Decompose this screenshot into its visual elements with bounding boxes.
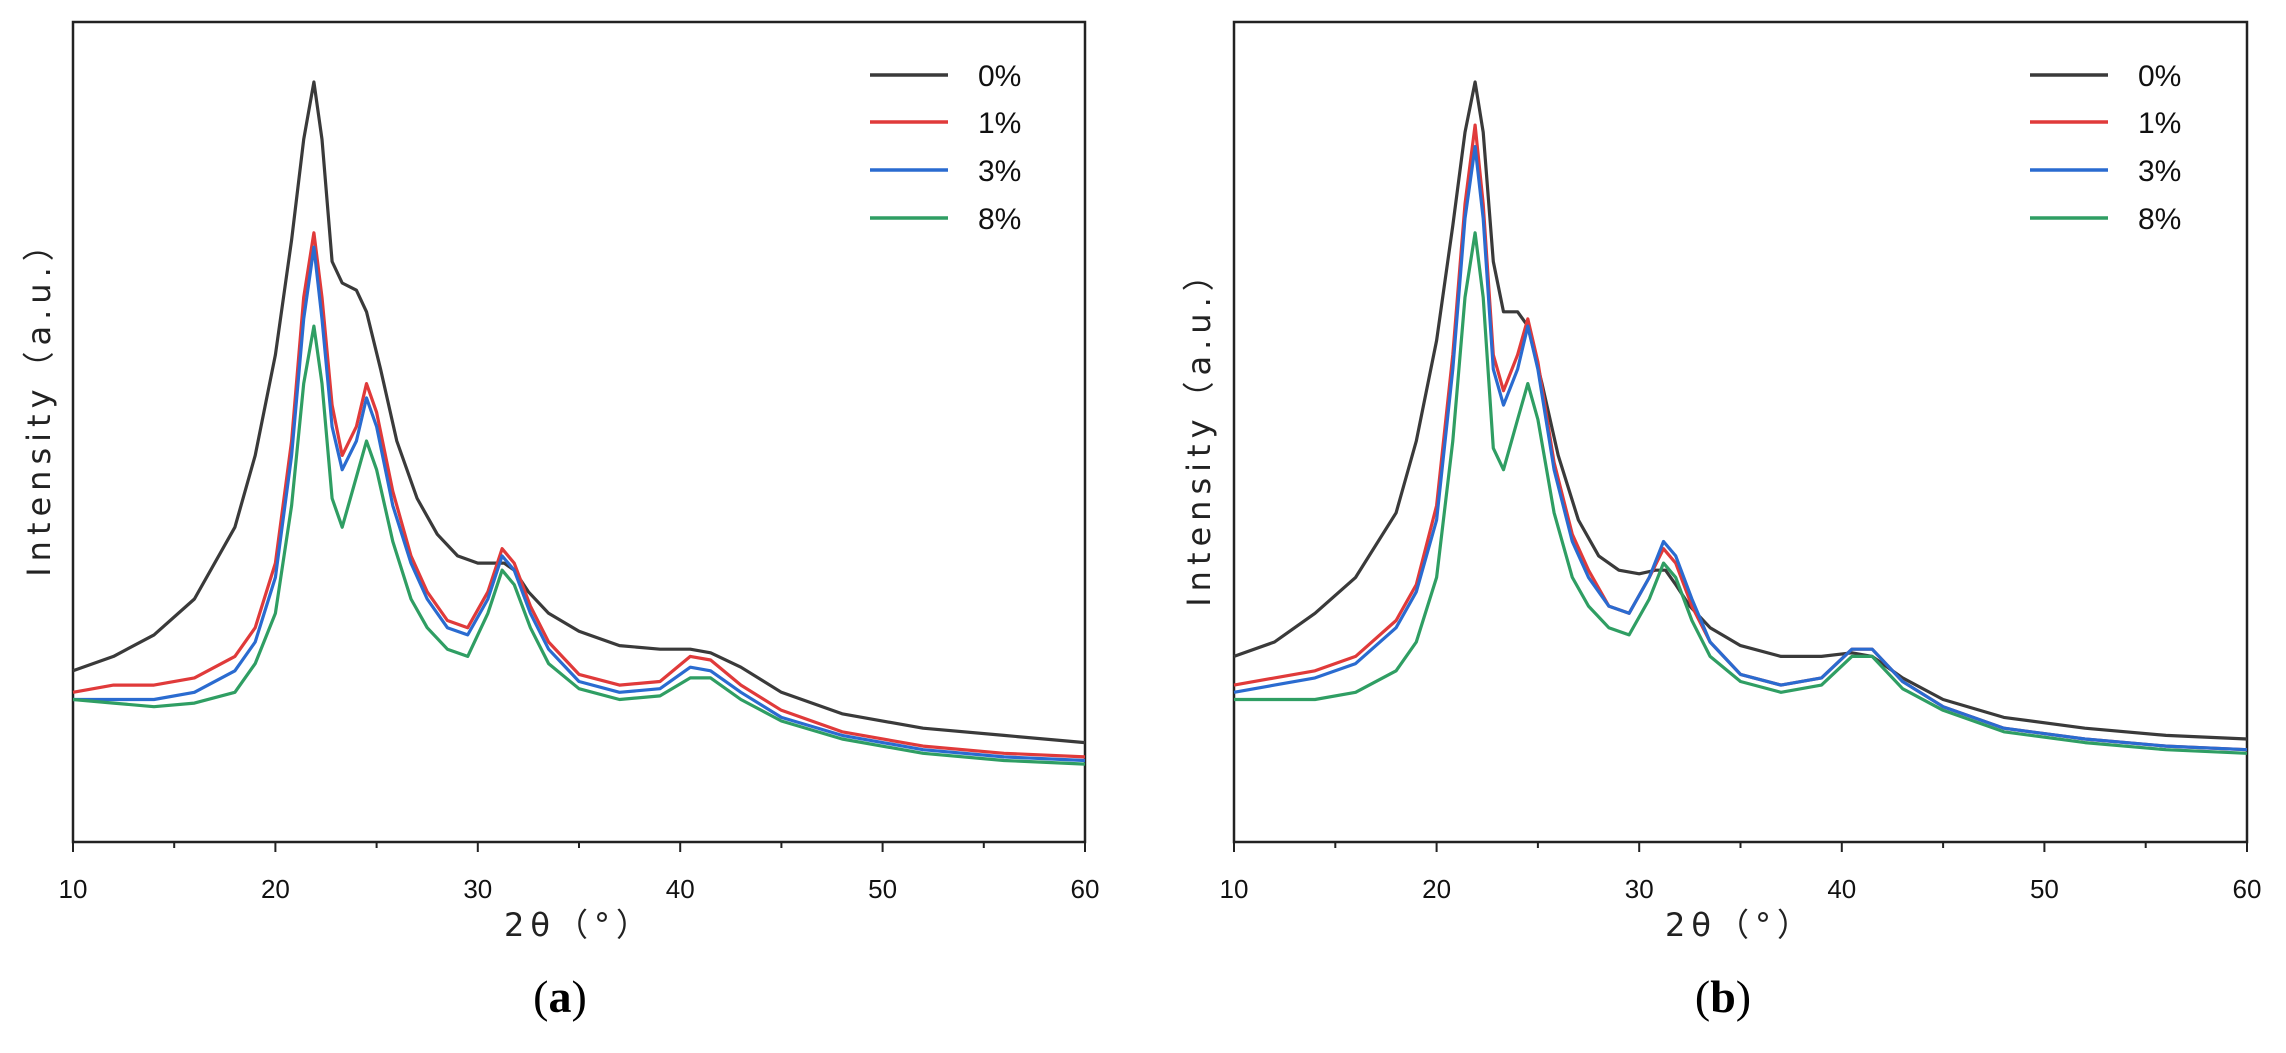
series-line-8pct — [72, 324, 1086, 766]
panel-a: 10 20 30 40 50 60 2θ（°） Intensity（a.u.） … — [20, 20, 1100, 1022]
legend: 0% 1% 3% 8% — [870, 60, 1021, 236]
x-tick-label: 10 — [1220, 874, 1249, 904]
x-tick-label: 30 — [1625, 874, 1654, 904]
x-tick-label: 40 — [666, 874, 695, 904]
legend-label-2: 3% — [2138, 155, 2181, 188]
plot-frame — [1232, 20, 2249, 844]
x-axis-ticks — [1233, 842, 2248, 852]
series-line-3pct — [1233, 145, 2248, 752]
legend-label-1: 1% — [2138, 107, 2181, 140]
series-line-3pct — [73, 245, 1086, 763]
x-tick-label: 50 — [868, 874, 897, 904]
x-axis-title: 2θ（°） — [504, 906, 654, 944]
x-tick-label: 50 — [2030, 874, 2059, 904]
series-line-8pct — [1234, 231, 2248, 755]
x-tick-label: 10 — [59, 874, 88, 904]
x-tick-label: 20 — [261, 874, 290, 904]
legend-label-2: 3% — [978, 155, 1021, 188]
y-axis-title: Intensity（a.u.） — [1180, 253, 1218, 607]
panel-label-b: (b) — [1695, 971, 1751, 1022]
series-lines — [1233, 80, 2248, 755]
x-tick-label: 40 — [1827, 874, 1856, 904]
panel-b: 10 20 30 40 50 60 2θ（°） Intensity（a.u.） … — [1180, 20, 2262, 1022]
series-line-1pct — [72, 231, 1086, 759]
x-axis-ticks — [72, 842, 1086, 852]
x-axis-tick-labels: 10 20 30 40 50 60 — [1220, 874, 2262, 904]
legend-label-3: 8% — [2138, 203, 2181, 236]
y-axis-title: Intensity（a.u.） — [20, 223, 58, 577]
x-tick-label: 30 — [463, 874, 492, 904]
legend-label-0: 0% — [2138, 60, 2181, 93]
panel-label-a: (a) — [533, 971, 587, 1022]
legend-label-0: 0% — [978, 60, 1021, 93]
x-tick-label: 60 — [2233, 874, 2262, 904]
x-tick-label: 60 — [1071, 874, 1100, 904]
x-axis-title: 2θ（°） — [1665, 906, 1815, 944]
series-line-0pct — [72, 80, 1086, 745]
legend: 0% 1% 3% 8% — [2030, 60, 2181, 236]
legend-label-1: 1% — [978, 107, 1021, 140]
legend-label-3: 8% — [978, 203, 1021, 236]
series-lines — [72, 80, 1086, 766]
plot-frame — [71, 20, 1087, 844]
x-axis-tick-labels: 10 20 30 40 50 60 — [59, 874, 1100, 904]
x-tick-label: 20 — [1422, 874, 1451, 904]
